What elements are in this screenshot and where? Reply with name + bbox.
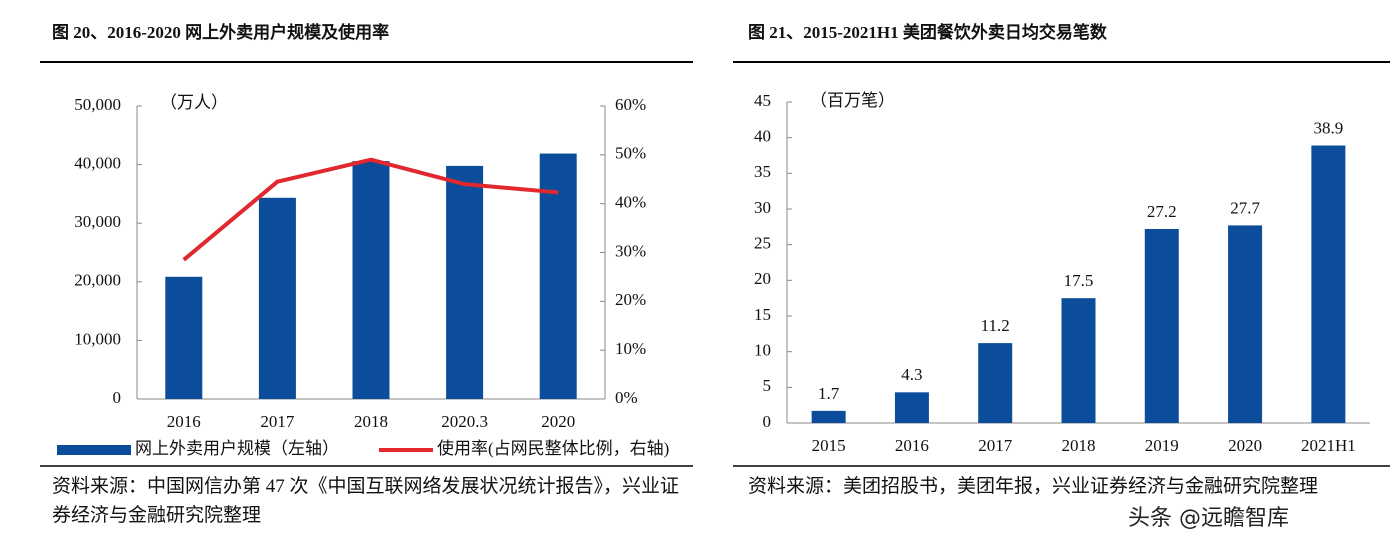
bar	[811, 410, 846, 423]
bar	[165, 276, 203, 399]
y-tick-label: 35	[754, 162, 771, 181]
chart-title: 图 20、2016-2020 网上外卖用户规模及使用率	[52, 22, 389, 42]
x-tick-label: 2020	[541, 412, 575, 431]
y2-tick-label: 50%	[615, 144, 646, 163]
data-label: 4.3	[901, 365, 922, 384]
y-tick-label: 10	[754, 341, 771, 360]
source-note: 资料来源：中国网信办第 47 次《中国互联网络发展状况统计报告》，兴业证券经济与…	[52, 476, 680, 526]
y-tick-label: 25	[754, 234, 771, 253]
y-tick-label: 40	[754, 127, 771, 146]
bar	[539, 153, 577, 399]
x-tick-label: 2018	[354, 412, 388, 431]
y-tick-label: 45	[754, 91, 771, 110]
data-label: 27.7	[1230, 198, 1260, 217]
x-tick-label: 2015	[812, 436, 846, 455]
legend-swatch	[57, 445, 131, 455]
x-tick-label: 2017	[978, 436, 1013, 455]
y-tick-label: 50,000	[74, 95, 121, 114]
y2-tick-label: 40%	[615, 193, 646, 212]
data-label: 27.2	[1147, 202, 1177, 221]
unit-label: （万人）	[160, 93, 228, 112]
y-tick-label: 30,000	[74, 212, 121, 231]
unit-label: （百万笔）	[810, 91, 895, 110]
y-tick-label: 40,000	[74, 154, 121, 173]
x-tick-label: 2016	[167, 412, 201, 431]
bar	[1228, 225, 1263, 423]
bar	[1061, 298, 1096, 423]
y-tick-label: 20,000	[74, 271, 121, 290]
source-note: 资料来源：美团招股书，美团年报，兴业证券经济与金融研究院整理	[748, 476, 1319, 497]
line	[182, 157, 559, 262]
bar	[1311, 145, 1346, 423]
y-tick-label: 15	[754, 305, 771, 324]
y2-tick-label: 10%	[615, 339, 646, 358]
data-label: 17.5	[1064, 271, 1094, 290]
y2-tick-label: 20%	[615, 290, 646, 309]
bar	[352, 161, 390, 399]
y2-tick-label: 0%	[615, 388, 638, 407]
y-tick-label: 0	[113, 388, 122, 407]
x-tick-label: 2020	[1228, 436, 1262, 455]
y2-tick-label: 30%	[615, 241, 646, 260]
bar	[894, 392, 929, 423]
bar	[1144, 228, 1179, 423]
data-label: 1.7	[818, 384, 840, 403]
watermark: 头条 @远瞻智库	[1128, 506, 1289, 531]
y-tick-label: 5	[763, 376, 772, 395]
y-tick-label: 30	[754, 198, 771, 217]
y-tick-label: 20	[754, 269, 771, 288]
legend-label: 使用率(占网民整体比例，右轴)	[437, 438, 669, 458]
bar	[446, 165, 484, 399]
x-tick-label: 2021H1	[1301, 436, 1356, 455]
bar	[258, 197, 296, 399]
data-label: 11.2	[981, 316, 1010, 335]
x-tick-label: 2020.3	[441, 412, 488, 431]
x-tick-label: 2019	[1145, 436, 1179, 455]
y-tick-label: 0	[763, 412, 772, 431]
chart-title: 图 21、2015-2021H1 美团餐饮外卖日均交易笔数	[748, 22, 1108, 42]
data-label: 38.9	[1313, 118, 1343, 137]
legend-label: 网上外卖用户规模（左轴）	[135, 439, 339, 458]
x-tick-label: 2017	[260, 412, 295, 431]
bar	[978, 343, 1013, 423]
x-tick-label: 2016	[895, 436, 929, 455]
y2-tick-label: 60%	[615, 95, 646, 114]
x-tick-label: 2018	[1062, 436, 1096, 455]
y-tick-label: 10,000	[74, 329, 121, 348]
